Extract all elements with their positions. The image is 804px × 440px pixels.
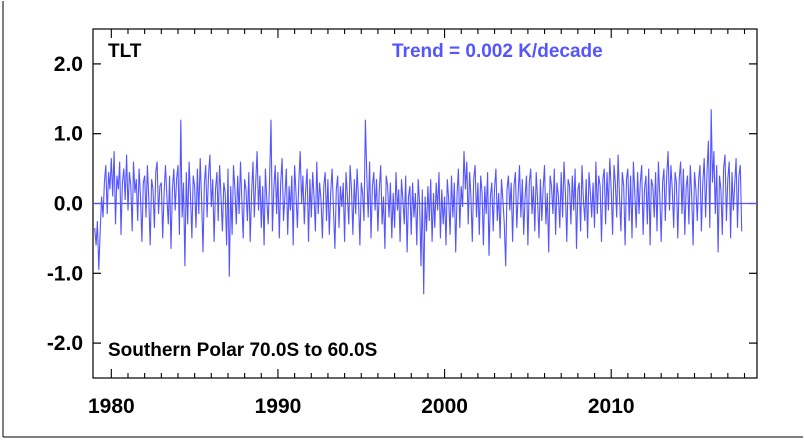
x-tick-label: 2000 — [421, 395, 468, 418]
x-tick-label: 1980 — [88, 395, 135, 418]
y-tick-label: -2.0 — [47, 332, 83, 355]
series-line — [94, 109, 743, 295]
y-tick-label: 0.0 — [54, 193, 83, 216]
trend-label: Trend = 0.002 K/decade — [392, 41, 603, 62]
y-tick-label: -1.0 — [47, 262, 83, 285]
dataset-label: TLT — [108, 41, 142, 62]
x-tick-label: 1990 — [255, 395, 302, 418]
y-tick-label: 1.0 — [54, 123, 83, 146]
y-tick-label: 2.0 — [54, 53, 83, 76]
y-axis: 2.0 1.0 0.0 -1.0 -2.0 — [47, 53, 757, 355]
region-label: Southern Polar 70.0S to 60.0S — [108, 340, 377, 361]
x-tick-label: 2010 — [588, 395, 635, 418]
x-axis: 1980 1990 2000 2010 — [88, 29, 746, 418]
